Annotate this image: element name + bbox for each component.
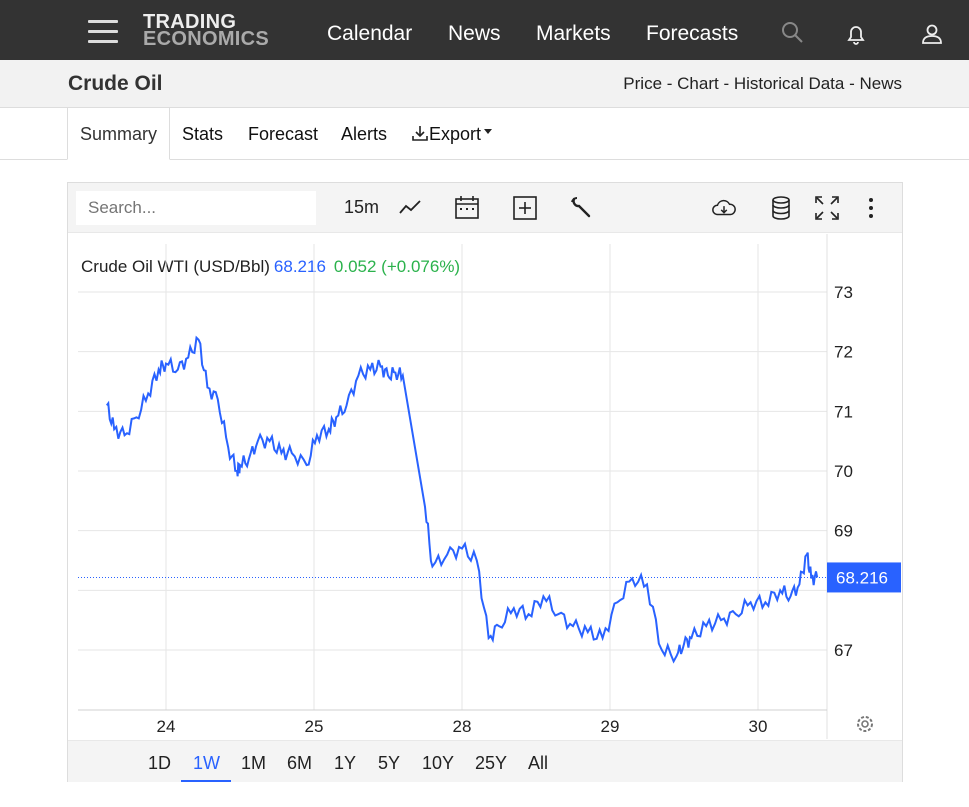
period-25y[interactable]: 25Y	[475, 753, 508, 773]
tab-export[interactable]: Export	[411, 108, 493, 160]
link-separator: -	[844, 74, 860, 93]
nav-markets[interactable]: Markets	[536, 22, 611, 45]
chart-toolbar: 15m	[68, 183, 902, 233]
line-chart-icon[interactable]	[398, 195, 424, 221]
search-icon[interactable]	[780, 20, 804, 44]
price-chart[interactable]: 67 69 70 71 72 73 24 25 28 29 30 68.216	[68, 234, 902, 739]
last-price-label: 68.216	[836, 568, 888, 587]
chart-widget: 15m	[67, 182, 903, 782]
period-1m[interactable]: 1M	[241, 753, 267, 773]
tab-alerts[interactable]: Alerts	[341, 124, 388, 144]
y-tick-label: 70	[834, 462, 853, 481]
download-icon	[412, 126, 428, 141]
y-tick-label: 72	[834, 343, 853, 362]
chart-legend: Crude Oil WTI (USD/Bbl) 68.216 0.052 (+0.0…	[81, 257, 460, 277]
link-separator: -	[662, 74, 678, 93]
link-historical-data[interactable]: Historical Data	[733, 74, 845, 93]
last-price-badge	[827, 562, 901, 593]
nav-forecasts[interactable]: Forecasts	[646, 22, 739, 45]
period-6m[interactable]: 6M	[287, 753, 313, 773]
page-header: Crude Oil Price - Chart - Historical Dat…	[0, 60, 969, 108]
interval-selector[interactable]: 15m	[344, 197, 380, 217]
bell-icon[interactable]	[844, 22, 868, 46]
legend-series-name: Crude Oil WTI (USD/Bbl)	[81, 257, 270, 276]
x-tick-label: 30	[749, 717, 768, 736]
tab-summary[interactable]: Summary	[67, 108, 171, 160]
legend-price: 68.216	[273, 257, 326, 276]
y-tick-label: 73	[834, 283, 853, 302]
x-tick-label: 29	[601, 717, 620, 736]
period-1y[interactable]: 1Y	[334, 753, 357, 773]
export-label: Export	[429, 124, 482, 144]
section-links: Price - Chart - Historical Data - News	[623, 74, 902, 94]
fullscreen-icon[interactable]	[814, 195, 840, 221]
tab-forecast[interactable]: Forecast	[248, 124, 319, 144]
tab-stats[interactable]: Stats	[182, 124, 224, 144]
logo-line-2: ECONOMICS	[143, 28, 270, 50]
period-1d[interactable]: 1D	[148, 753, 172, 773]
calendar-icon[interactable]	[454, 195, 480, 221]
tab-bar: Summary Stats Forecast Alerts Export	[0, 108, 969, 160]
period-5y[interactable]: 5Y	[378, 753, 401, 773]
period-all[interactable]: All	[528, 753, 549, 773]
x-tick-label: 28	[453, 717, 472, 736]
user-icon[interactable]	[920, 22, 944, 46]
y-tick-label: 67	[834, 641, 853, 660]
period-1w[interactable]: 1W	[193, 753, 220, 773]
page-title: Crude Oil	[68, 72, 163, 95]
legend-change: 0.052 (+0.076%)	[333, 257, 461, 276]
link-chart[interactable]: Chart	[677, 74, 719, 93]
period-10y[interactable]: 10Y	[422, 753, 455, 773]
active-period-indicator	[181, 780, 231, 782]
link-news[interactable]: News	[859, 74, 902, 93]
download-cloud-icon[interactable]	[711, 195, 737, 221]
menu-icon[interactable]	[88, 20, 118, 43]
database-icon[interactable]	[768, 195, 794, 221]
nav-calendar[interactable]: Calendar	[327, 22, 413, 45]
top-navigation-bar: TRADING ECONOMICS Calendar News Markets …	[0, 0, 969, 60]
y-tick-label: 69	[834, 522, 853, 541]
x-tick-label: 25	[305, 717, 324, 736]
logo-line-1: TRADING	[143, 11, 237, 33]
wrench-icon[interactable]	[568, 195, 594, 221]
chart-settings-icon[interactable]	[857, 716, 873, 732]
site-logo[interactable]: TRADING ECONOMICS	[143, 11, 270, 50]
link-separator: -	[718, 74, 734, 93]
x-tick-label: 24	[157, 717, 176, 736]
caret-down-icon	[484, 129, 493, 134]
price-line	[105, 335, 819, 664]
add-compare-icon[interactable]	[512, 195, 538, 221]
link-price[interactable]: Price	[623, 74, 663, 93]
y-tick-label: 71	[834, 402, 853, 421]
more-vert-icon[interactable]	[858, 195, 884, 221]
nav-news[interactable]: News	[448, 22, 501, 45]
period-selector: 1D 1W 1M 6M 1Y 5Y 10Y 25Y All	[68, 740, 902, 782]
symbol-search-input[interactable]	[76, 191, 316, 225]
